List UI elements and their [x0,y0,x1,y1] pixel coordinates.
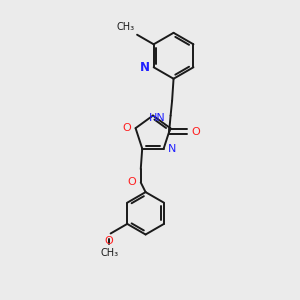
Text: O: O [191,127,200,137]
Text: CH₃: CH₃ [117,22,135,32]
Text: CH₃: CH₃ [100,248,118,258]
Text: O: O [123,123,131,133]
Text: N: N [140,61,150,74]
Text: HN: HN [148,113,165,123]
Text: O: O [105,236,114,246]
Text: O: O [128,177,136,188]
Text: N: N [168,144,176,154]
